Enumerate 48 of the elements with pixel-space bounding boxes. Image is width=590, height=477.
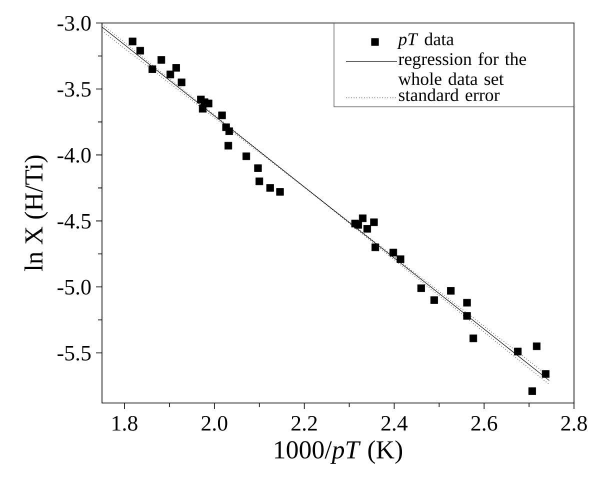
x-tick-label: 2.6 [471, 416, 498, 431]
y-tick-label: -4.0 [58, 148, 91, 163]
legend-label: standard error [398, 88, 500, 102]
point [470, 334, 478, 342]
point [178, 78, 186, 86]
point [447, 287, 455, 295]
point [363, 225, 372, 233]
point [358, 214, 367, 222]
y-tick-label: -3.5 [58, 82, 91, 97]
point [172, 64, 180, 72]
point [532, 342, 540, 350]
legend-label: pT data [397, 32, 454, 49]
y-tick-label: -5.0 [58, 280, 91, 295]
point [276, 188, 284, 196]
point [463, 312, 471, 320]
point [166, 70, 174, 78]
point [417, 284, 425, 292]
y-axis-title: ln X (H/Ti) [24, 156, 48, 272]
x-tick-label: 2.8 [561, 416, 587, 431]
y-tick-label: -4.5 [58, 214, 91, 229]
point [218, 112, 226, 120]
x-tick-label: 2.2 [292, 416, 317, 431]
x-tick-label: 1.8 [112, 416, 138, 431]
point [242, 152, 250, 160]
point [542, 370, 550, 378]
point [514, 348, 522, 356]
point [463, 298, 471, 307]
point [224, 142, 232, 150]
point [396, 255, 404, 263]
y-tick-label: -3.0 [58, 16, 91, 31]
point [372, 244, 380, 252]
x-axis-title: 1000/pT (K) [275, 440, 402, 464]
point [389, 248, 398, 256]
point [266, 184, 274, 192]
x-tick-label: 2.4 [381, 416, 408, 431]
point [128, 38, 136, 46]
point [225, 127, 234, 135]
point [136, 46, 144, 55]
point [370, 218, 378, 226]
point [148, 65, 156, 73]
point [254, 164, 262, 172]
x-tick-label: 2.0 [202, 416, 228, 431]
point [256, 178, 264, 186]
point [158, 56, 166, 64]
y-tick-label: -5.5 [58, 346, 91, 361]
point [354, 221, 362, 229]
point [430, 296, 438, 304]
point [528, 387, 536, 395]
